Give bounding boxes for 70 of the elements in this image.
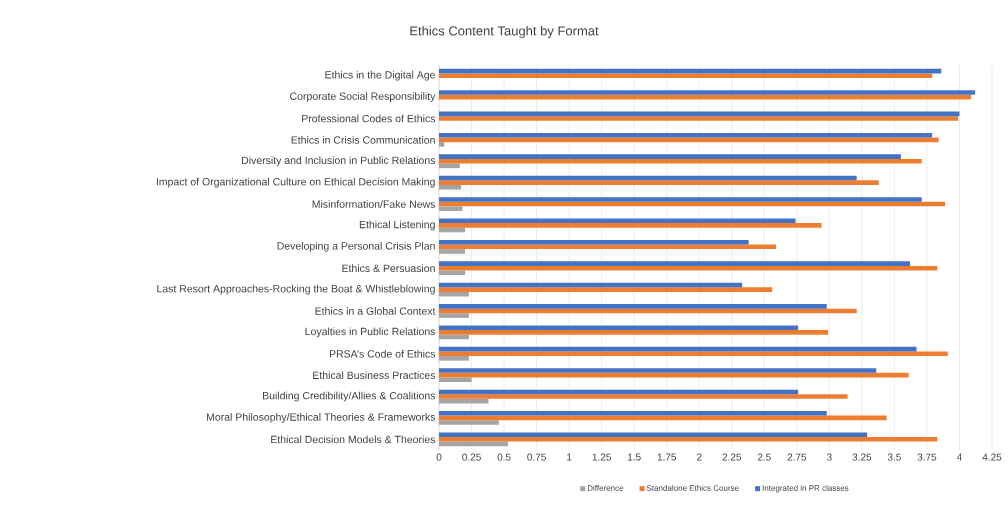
bar (439, 270, 466, 276)
x-tick-label: 1.5 (628, 453, 641, 461)
bar (439, 73, 933, 78)
y-tick-label: Ethics in Crisis Communication (291, 136, 435, 144)
y-tick-label: Moral Philosophy/Ethical Theories & Frameworks (207, 413, 436, 423)
bar (439, 394, 848, 399)
x-tick-label: 3 (826, 453, 832, 461)
bar (439, 420, 499, 425)
bar (439, 304, 827, 309)
legend-label: Difference (587, 485, 624, 491)
bar (439, 356, 469, 361)
x-tick-label: 1 (567, 453, 572, 461)
y-tick-label: Ethical Listening (359, 220, 435, 231)
x-tick-label: 0 (436, 453, 442, 461)
y-tick-label: Impact of Organizational Culture on Ethical Decision Making (156, 177, 435, 188)
y-tick-label: PRSA’s Code of Ethics (329, 349, 436, 358)
bar (439, 377, 472, 383)
x-tick-label: 2.75 (787, 453, 807, 461)
x-tick-label: 2.25 (722, 453, 742, 461)
bar (439, 313, 469, 318)
chart-title: Ethics Content Taught by Format (410, 25, 599, 39)
bar (439, 368, 877, 373)
bar (439, 142, 445, 147)
bar (439, 180, 879, 185)
bar (439, 261, 911, 266)
y-tick-label: Last Resort Approaches-Rocking the Boat & Whistleblowing (157, 284, 435, 295)
bar (439, 432, 868, 438)
x-tick-label: 1.25 (592, 453, 611, 461)
y-tick-label: Loyalties in Public Relations (305, 327, 436, 338)
bar (439, 184, 462, 190)
x-tick-label: 0.5 (497, 453, 511, 461)
y-tick-label: Diversity and Inclusion in Public Relations (241, 156, 436, 167)
bar (439, 330, 829, 335)
y-tick-label: Misinformation/Fake News (312, 200, 436, 208)
x-tick-label: 3.75 (917, 453, 937, 461)
bar (439, 154, 901, 159)
y-tick-label: Ethical Business Practices (313, 371, 436, 380)
x-tick-label: 3.5 (887, 453, 901, 461)
bar (439, 437, 938, 442)
bar (439, 325, 799, 331)
x-tick-label: 2.5 (757, 453, 771, 461)
y-tick-label: Ethics in the Digital Age (325, 70, 435, 81)
x-tick-label: 0.75 (527, 453, 546, 461)
bar (439, 287, 773, 292)
x-tick-label: 1.75 (657, 453, 677, 461)
y-tick-label: Ethical Decision Models & Theories (271, 435, 436, 444)
bar (439, 411, 827, 416)
bar (439, 249, 466, 254)
bar (439, 223, 822, 228)
bar (439, 132, 933, 138)
y-tick-label: Ethics in a Global Context (315, 307, 436, 315)
bar (439, 158, 922, 164)
bar (439, 239, 749, 245)
bar (439, 197, 922, 202)
x-tick-label: 4 (956, 453, 962, 461)
x-tick-label: 2 (696, 453, 702, 461)
x-tick-label: 3.25 (852, 453, 872, 461)
legend-label: Integrated in PR classes (762, 485, 849, 493)
x-tick-label: 4.25 (982, 453, 1002, 461)
y-tick-label: Corporate Social Responsibility (290, 92, 436, 102)
x-tick-label: 0.25 (462, 453, 481, 461)
y-tick-label: Developing a Personal Crisis Plan (277, 241, 435, 252)
y-tick-label: Ethics & Persuasion (342, 264, 435, 273)
y-tick-label: Professional Codes of Ethics (302, 114, 436, 123)
bar (439, 116, 959, 121)
legend-label: Standalone Ethics Course (646, 485, 739, 491)
bar (439, 206, 463, 211)
bar (439, 351, 948, 357)
bar (439, 90, 976, 95)
y-tick-label: Building Credibility/Allies & Coalitions (263, 391, 436, 402)
